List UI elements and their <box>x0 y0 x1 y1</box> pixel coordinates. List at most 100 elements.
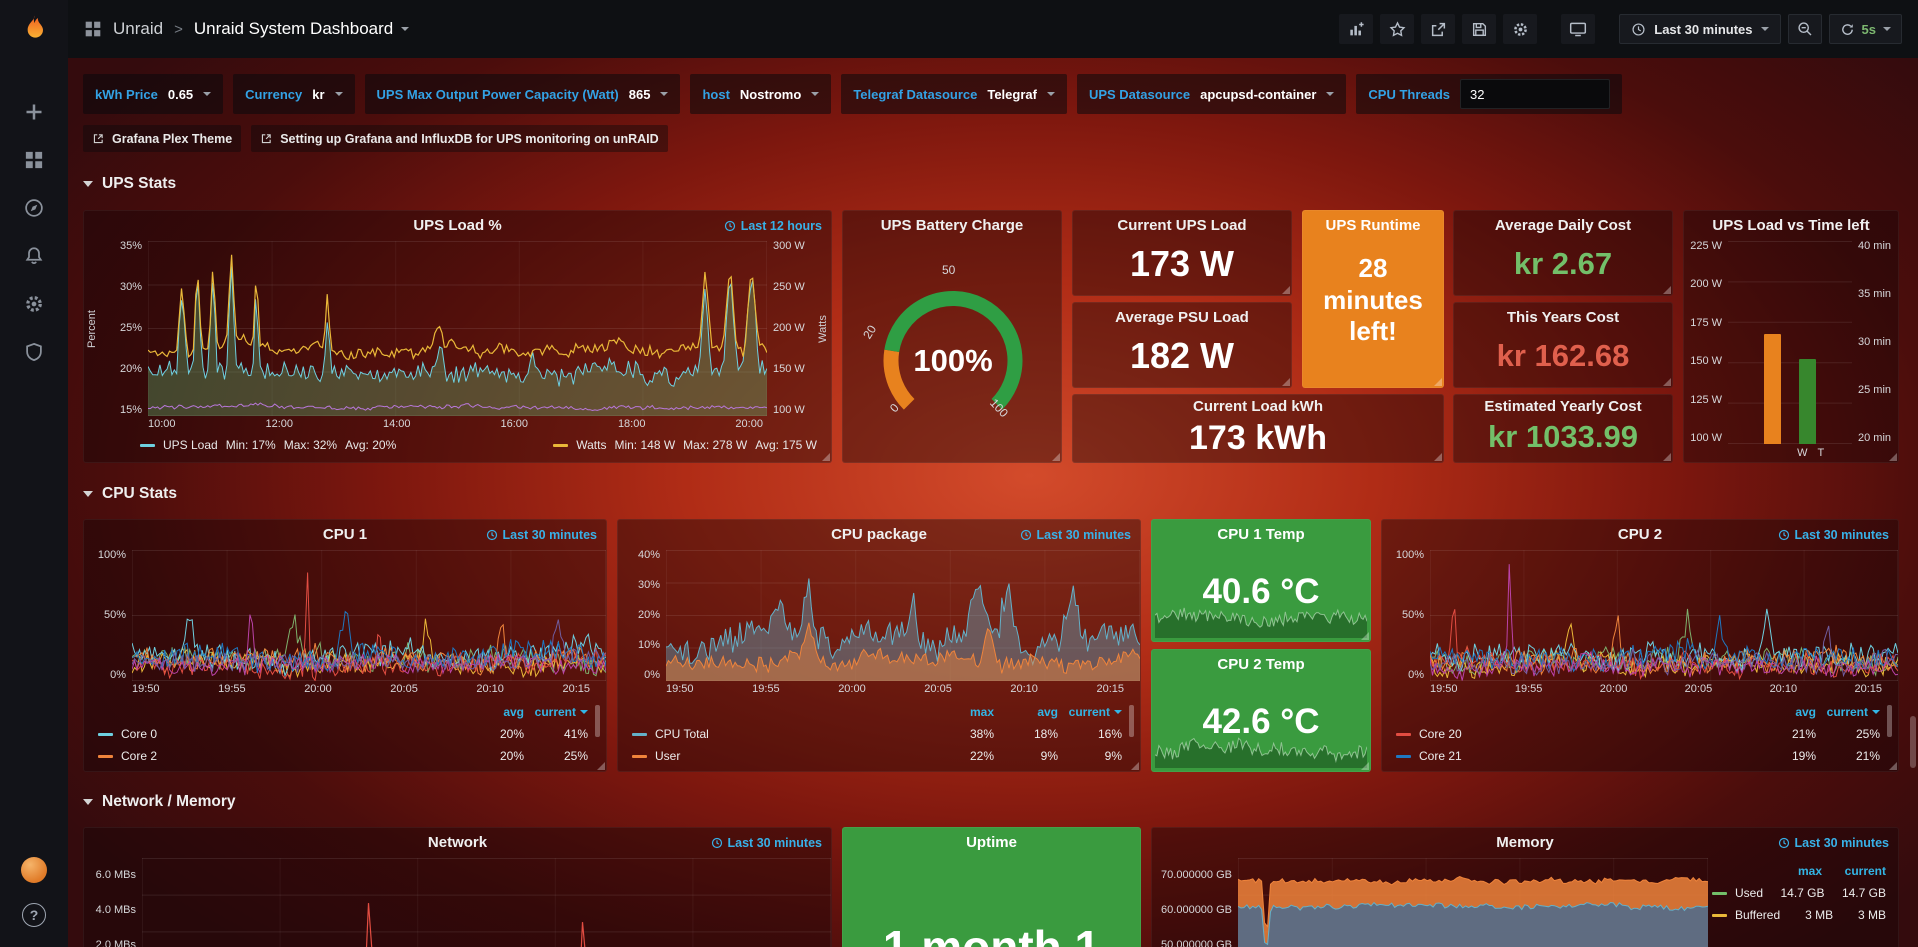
refresh-picker[interactable]: 5s <box>1828 14 1902 44</box>
panel-title[interactable]: Current UPS Load <box>1117 217 1247 234</box>
legend-sort-avg[interactable]: avg <box>1795 705 1816 719</box>
panel-title[interactable]: This Years Cost <box>1506 309 1620 326</box>
panel-title[interactable]: Average Daily Cost <box>1494 217 1632 234</box>
ups-load-vs-time-chart[interactable] <box>1728 241 1852 444</box>
sidebar-item-dashboards[interactable] <box>13 146 55 174</box>
var-label: CPU Threads <box>1368 86 1451 102</box>
legend-sort-avg[interactable]: avg <box>503 705 524 719</box>
stat-value: kr 2.67 <box>1513 246 1613 281</box>
cycle-view-mode-button[interactable] <box>1561 14 1596 44</box>
legend-item-watts[interactable]: Watts Min: 148 W Max: 278 W Avg: 175 W <box>553 438 817 452</box>
panel-title[interactable]: Current Load kWh <box>1193 398 1323 415</box>
chevron-down-icon <box>203 92 212 96</box>
series-toggle[interactable]: Core 20 <box>1396 727 1752 741</box>
panel-timerange[interactable]: Last 30 minutes <box>711 828 822 858</box>
memory-chart[interactable] <box>1238 858 1708 947</box>
panel-timerange[interactable]: Last 30 minutes <box>486 520 597 550</box>
series-toggle[interactable]: Core 21 <box>1396 749 1752 763</box>
panel-title[interactable]: CPU package <box>831 526 927 543</box>
var-host[interactable]: host Nostromo <box>690 74 832 114</box>
legend-sort-avg[interactable]: avg <box>1037 705 1058 719</box>
row-header-ups-stats[interactable]: UPS Stats <box>83 172 176 196</box>
panel-title[interactable]: Average PSU Load <box>1115 309 1249 326</box>
legend-sort-current[interactable]: current <box>524 705 588 719</box>
panel-title[interactable]: Uptime <box>966 834 1017 851</box>
legend-item-ups-load[interactable]: UPS Load Min: 17% Max: 32% Avg: 20% <box>140 438 396 452</box>
time-range-picker[interactable]: Last 30 minutes <box>1619 14 1781 44</box>
var-ups-max-output[interactable]: UPS Max Output Power Capacity (Watt) 865 <box>364 74 681 114</box>
bar-watts[interactable] <box>1763 334 1782 444</box>
panel-title[interactable]: CPU 1 Temp <box>1217 526 1305 543</box>
link-ups-monitoring-guide[interactable]: Setting up Grafana and InfluxDB for UPS … <box>251 125 668 152</box>
sidebar-item-alerting[interactable] <box>13 242 55 270</box>
zoom-out-time-button[interactable] <box>1787 14 1822 44</box>
legend-sort-current[interactable]: current <box>1058 705 1122 719</box>
panel-current-load-kwh: Current Load kWh 173 kWh <box>1072 394 1444 463</box>
grafana-flame-icon <box>27 15 43 38</box>
sidebar-item-server-admin[interactable] <box>13 338 55 366</box>
dashboard-title-dropdown[interactable]: Unraid System Dashboard <box>194 19 410 39</box>
panel-title[interactable]: UPS Load vs Time left <box>1712 217 1870 234</box>
legend-scrollbar[interactable] <box>1129 705 1134 737</box>
breadcrumb-root[interactable]: Unraid <box>113 19 164 38</box>
series-toggle[interactable]: Buffered <box>1712 908 1780 922</box>
var-ups-datasource[interactable]: UPS Datasource apcupsd-container <box>1076 74 1347 114</box>
save-dashboard-button[interactable] <box>1462 14 1497 44</box>
dashboard-settings-button[interactable] <box>1503 14 1538 44</box>
bar-time-left[interactable] <box>1798 358 1817 444</box>
panel-title[interactable]: UPS Load % <box>413 217 502 234</box>
panel-title[interactable]: Network <box>427 834 488 851</box>
panel-title[interactable]: Memory <box>1496 834 1554 851</box>
panel-title[interactable]: CPU 2 Temp <box>1217 656 1305 673</box>
sidebar-nav <box>13 98 55 366</box>
series-toggle[interactable]: User <box>632 749 930 763</box>
panel-title[interactable]: CPU 2 <box>1617 526 1663 543</box>
row-header-network-memory[interactable]: Network / Memory <box>83 790 236 814</box>
user-avatar[interactable] <box>21 857 47 883</box>
add-panel-button[interactable] <box>1339 14 1374 44</box>
series-toggle[interactable]: Core 0 <box>98 727 460 741</box>
save-icon <box>1472 22 1486 36</box>
clock-icon <box>1020 529 1031 541</box>
series-toggle[interactable]: Used <box>1712 886 1763 900</box>
var-telegraf-datasource[interactable]: Telegraf Datasource Telegraf <box>841 74 1067 114</box>
sidebar-item-configuration[interactable] <box>13 290 55 318</box>
y-axis-tick: 30 min <box>1858 336 1892 348</box>
cpu2-chart[interactable] <box>1430 550 1898 681</box>
ups-load-chart[interactable] <box>148 241 767 416</box>
row-header-cpu-stats[interactable]: CPU Stats <box>83 482 177 506</box>
panel-title[interactable]: UPS Runtime <box>1325 217 1421 234</box>
share-dashboard-button[interactable] <box>1421 14 1456 44</box>
sidebar-item-create[interactable] <box>13 98 55 126</box>
star-dashboard-button[interactable] <box>1380 14 1415 44</box>
cpu1-chart[interactable] <box>132 550 606 681</box>
legend-sort-max[interactable]: max <box>969 705 994 719</box>
legend-sort-max[interactable]: max <box>1797 864 1822 878</box>
panel-title[interactable]: UPS Battery Charge <box>880 217 1024 234</box>
legend-sort-current[interactable]: current <box>1844 864 1886 878</box>
panel-title[interactable]: Estimated Yearly Cost <box>1484 398 1642 415</box>
panel-network: Network Last 30 minutes 6.0 MBs 4.0 MBs … <box>83 827 832 947</box>
y-axis-tick: 20 min <box>1858 432 1892 444</box>
series-toggle[interactable]: Core 2 <box>98 749 460 763</box>
series-toggle[interactable]: CPU Total <box>632 727 930 741</box>
legend-scrollbar[interactable] <box>595 705 600 737</box>
sidebar-item-explore[interactable] <box>13 194 55 222</box>
help-button[interactable]: ? <box>22 903 46 927</box>
network-chart[interactable] <box>142 858 831 947</box>
legend-sort-current[interactable]: current <box>1816 705 1880 719</box>
panel-timerange[interactable]: Last 30 minutes <box>1778 520 1889 550</box>
x-axis-tick: 12:00 <box>265 418 294 430</box>
grafana-logo[interactable] <box>0 0 68 58</box>
cpu-threads-input[interactable] <box>1460 79 1611 109</box>
panel-title[interactable]: CPU 1 <box>322 526 368 543</box>
panel-timerange[interactable]: Last 30 minutes <box>1778 828 1889 858</box>
link-grafana-plex-theme[interactable]: Grafana Plex Theme <box>83 125 242 152</box>
panel-timerange[interactable]: Last 12 hours <box>724 211 822 241</box>
page-scrollbar[interactable] <box>1910 716 1916 768</box>
var-kwh-price[interactable]: kWh Price 0.65 <box>83 74 224 114</box>
var-currency[interactable]: Currency kr <box>233 74 355 114</box>
legend-scrollbar[interactable] <box>1887 705 1892 737</box>
panel-timerange[interactable]: Last 30 minutes <box>1020 520 1131 550</box>
cpu-package-chart[interactable] <box>666 550 1140 681</box>
